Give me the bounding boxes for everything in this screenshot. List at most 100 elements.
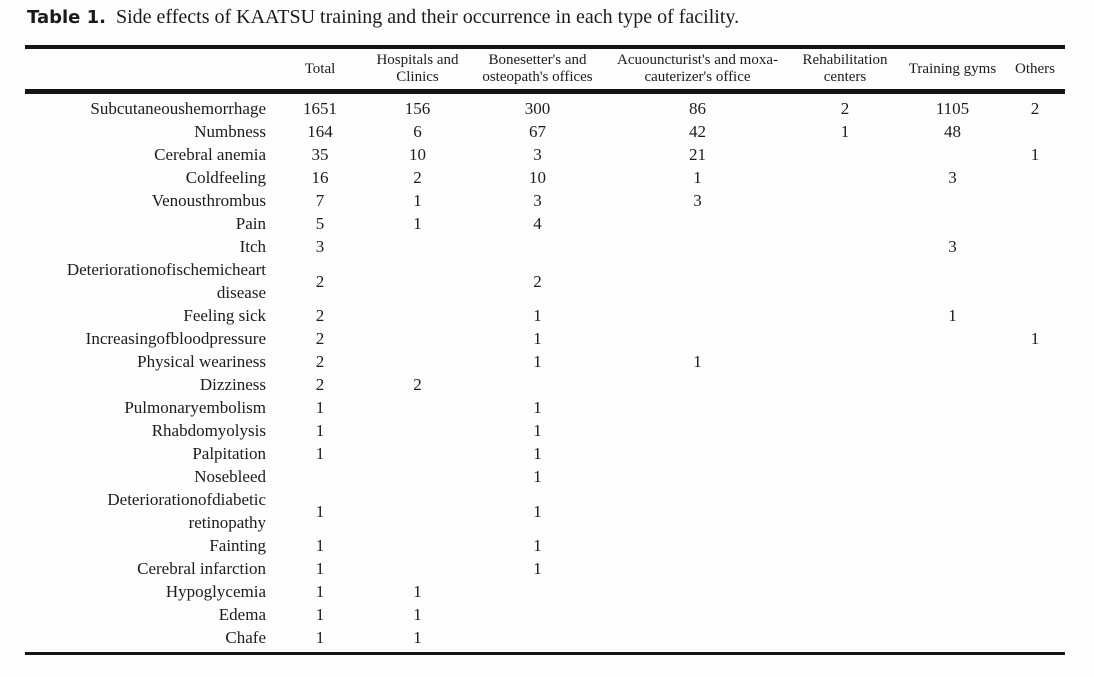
count-cell: 1 [533,352,542,371]
count-cell [605,304,790,327]
count-cell [790,488,900,534]
table-header: Total Hospitals and Clinics Bonesetter's… [25,47,1065,92]
count-cell [1005,212,1065,235]
table-row: Numbness 164 6 67 42 1 48 [25,120,1065,143]
count-cell [365,327,470,350]
header-row: Total Hospitals and Clinics Bonesetter's… [25,47,1065,92]
count-cell: 1105 [935,99,970,118]
count-cell [605,557,790,580]
count-cell [365,419,470,442]
count-cell [1005,580,1065,603]
side-effect-label: Pulmonaryembolism [124,398,266,417]
header-bonesetters-osteopaths: Bonesetter's and osteopath's offices [482,52,593,85]
table-row: Deteriorationofischemicheart disease 2 2 [25,258,1065,304]
count-cell: 1 [948,306,957,325]
table-row: Cerebral anemia 35 10 3 21 1 [25,143,1065,166]
count-cell: 156 [404,99,431,118]
side-effect-label: Edema [218,605,266,624]
count-cell: 3 [533,191,542,210]
count-cell [900,488,1005,534]
count-cell: 3 [693,191,702,210]
side-effect-label: Coldfeeling [185,168,266,187]
side-effect-label: Increasingofbloodpressure [85,329,266,348]
count-cell: 1 [413,191,422,210]
side-effect-label: Nosebleed [194,467,266,486]
count-cell [1005,396,1065,419]
count-cell: 3 [948,237,957,256]
count-cell: 1 [315,628,325,647]
count-cell [470,373,605,396]
count-cell [605,442,790,465]
count-cell: 4 [533,214,542,233]
count-cell: 1 [533,398,542,417]
count-cell [900,557,1005,580]
count-cell [605,580,790,603]
table-caption-number: Table 1. [27,7,106,28]
count-cell [790,580,900,603]
count-cell [790,143,900,166]
count-cell: 1 [533,306,542,325]
count-cell: 1 [840,122,850,141]
side-effect-label: Pain [235,214,266,233]
side-effect-label: Cerebral infarction [137,559,266,578]
count-cell: 164 [307,122,333,141]
count-cell [605,626,790,654]
header-training-gyms: Training gyms [908,60,997,77]
count-cell [790,350,900,373]
count-cell [365,304,470,327]
table-row: Edema 1 1 [25,603,1065,626]
count-cell [1005,488,1065,534]
count-cell [1005,626,1065,654]
count-cell [470,235,605,258]
table-row: Cerebral infarction 1 1 [25,557,1065,580]
count-cell: 1 [413,582,422,601]
count-cell [365,350,470,373]
count-cell: 6 [413,122,422,141]
count-cell [605,488,790,534]
table-row: Subcutaneoushemorrhage 1651 156 300 86 2 1105 2 [25,92,1065,121]
table-row: Itch 3 3 [25,235,1065,258]
count-cell: 2 [533,271,542,291]
table-caption-text: Side effects of KAATSU training and thei… [116,6,740,28]
count-cell [900,626,1005,654]
count-cell [1005,120,1065,143]
count-cell [900,373,1005,396]
header-others: Others [1015,60,1055,77]
count-cell: 48 [944,122,961,141]
count-cell: 10 [409,145,426,164]
table-row: Dizziness 2 2 [25,373,1065,396]
side-effect-label: Hypoglycemia [165,582,266,601]
side-effect-label: Chafe [225,628,266,647]
table-row: Venousthrombus 7 1 3 3 [25,189,1065,212]
side-effect-label: Physical weariness [137,352,266,371]
count-cell: 1 [315,559,325,578]
count-cell: 1 [413,214,422,233]
count-cell [790,304,900,327]
count-cell [1005,534,1065,557]
side-effect-label: Dizziness [199,375,266,394]
side-effect-label: Subcutaneoushemorrhage [90,99,266,118]
table-row: Nosebleed 1 [25,465,1065,488]
count-cell [900,143,1005,166]
count-cell: 86 [689,99,706,118]
count-cell [900,465,1005,488]
side-effect-label: Fainting [209,536,266,555]
count-cell [900,442,1005,465]
count-cell: 35 [311,145,329,164]
count-cell [790,327,900,350]
count-cell [605,258,790,304]
count-cell: 2 [413,375,422,394]
count-cell [365,488,470,534]
table-row: Deteriorationofdiabetic retinopathy 1 1 [25,488,1065,534]
header-empty [25,47,275,92]
count-cell [470,603,605,626]
count-cell [1005,350,1065,373]
header-rehabilitation-centers: Rehabilitation centers [802,52,888,85]
table-body: Subcutaneoushemorrhage 1651 156 300 86 2 1105 2… [25,92,1065,654]
table-row: Chafe 1 1 [25,626,1065,654]
count-cell [790,465,900,488]
count-cell [1005,373,1065,396]
count-cell [605,327,790,350]
side-effect-label: Itch [239,237,266,256]
